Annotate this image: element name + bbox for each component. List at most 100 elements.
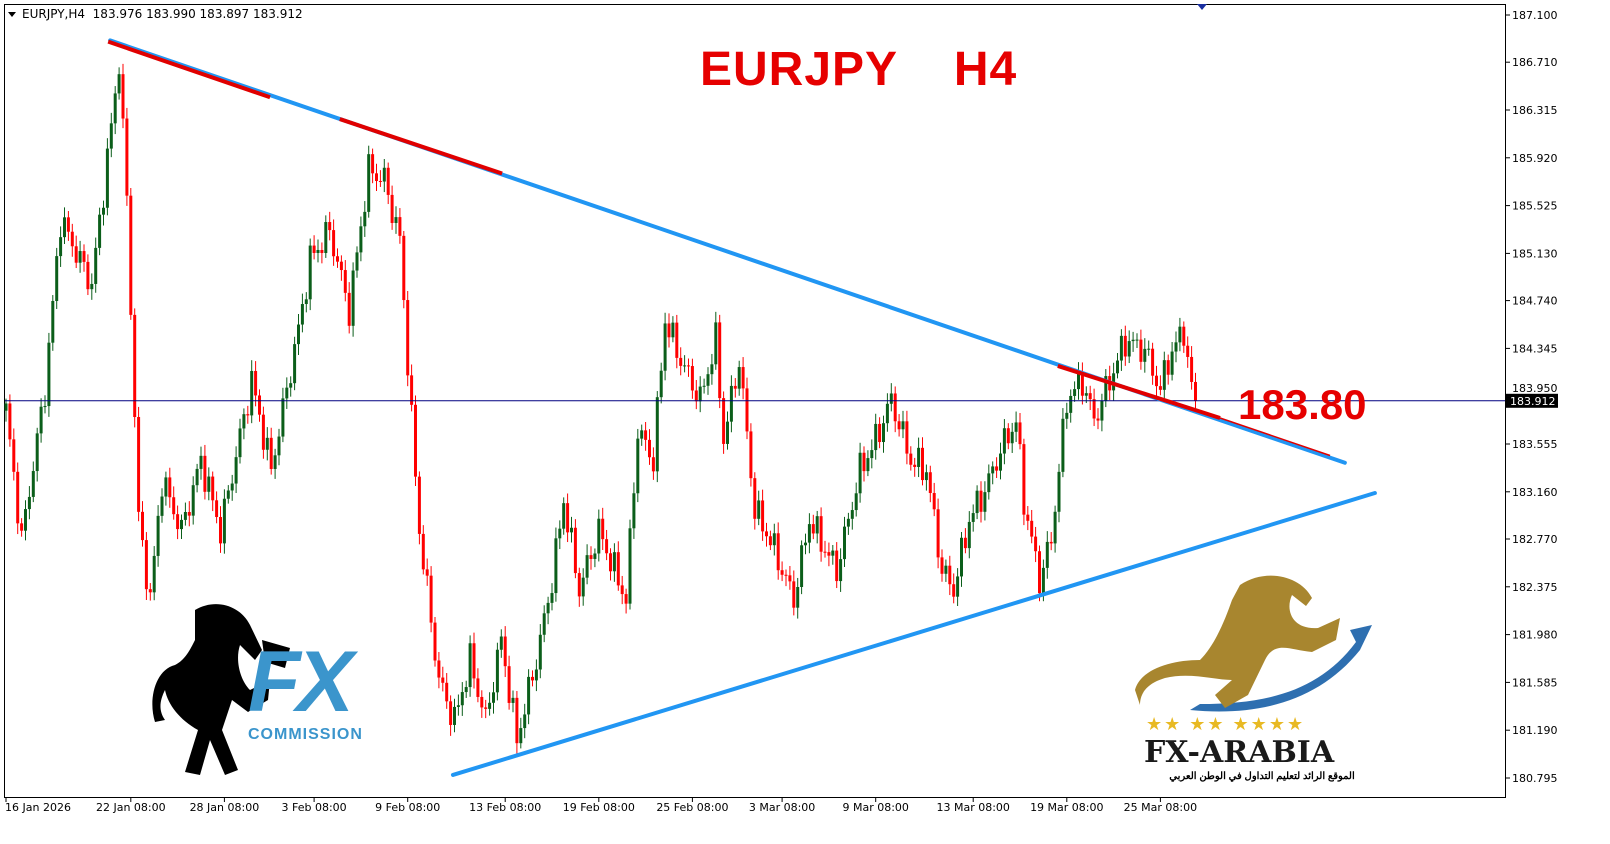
- candle-bull: [710, 364, 714, 375]
- candle-bear: [651, 457, 655, 472]
- candle-bear: [347, 292, 351, 326]
- candle-bull: [889, 393, 893, 404]
- candle-bear: [133, 314, 137, 418]
- candle-bull: [293, 344, 297, 384]
- candle-bear: [246, 414, 250, 416]
- candle-bull: [1131, 339, 1135, 342]
- candle-bull: [289, 383, 293, 388]
- candle-bear: [20, 523, 24, 531]
- candle-bull: [729, 385, 733, 422]
- candle-bear: [749, 431, 753, 479]
- candle-bear: [515, 697, 519, 744]
- candle-bear: [722, 398, 726, 444]
- candle-bull: [523, 714, 527, 729]
- y-tick-label: 183.160: [1512, 486, 1558, 499]
- candle-bear: [644, 430, 648, 440]
- candle-bear: [1092, 399, 1096, 419]
- candle-bull: [1147, 348, 1151, 350]
- candle-bull: [527, 676, 531, 715]
- candle-bear: [909, 453, 913, 465]
- candle-bear: [1158, 386, 1162, 390]
- candle-bull: [1073, 389, 1077, 396]
- candle-bull: [51, 300, 55, 343]
- candle-bull: [160, 496, 164, 516]
- candle-bull: [870, 450, 874, 459]
- candle-bull: [874, 423, 878, 451]
- time-axis[interactable]: 16 Jan 2026 22 Jan 08:00 28 Jan 08:00 3 Feb…: [5, 797, 1197, 814]
- candle-bull: [570, 527, 573, 533]
- candle-bear: [219, 517, 222, 544]
- x-tick-label: 25 Feb 08:00: [656, 801, 728, 814]
- chart-header: EURJPY,H4 183.976 183.990 183.897 183.91…: [8, 7, 303, 21]
- candle-bear: [577, 573, 581, 597]
- candle-bear: [402, 235, 406, 301]
- y-tick-label: 181.980: [1512, 629, 1558, 642]
- x-tick-label: 9 Feb 08:00: [375, 801, 440, 814]
- candle-bull: [671, 322, 675, 338]
- x-tick-label: 22 Jan 08:00: [96, 801, 166, 814]
- candle-bull: [991, 466, 995, 474]
- candle-bear: [472, 643, 476, 679]
- candle-bull: [460, 692, 464, 706]
- x-tick-label: 3 Mar 08:00: [749, 801, 815, 814]
- trendlines-group: [107, 38, 1377, 777]
- candle-bull: [300, 304, 304, 325]
- candle-bear: [776, 533, 780, 571]
- candle-bear: [1151, 348, 1155, 376]
- dropdown-triangle-icon[interactable]: [8, 12, 16, 17]
- candle-bull: [367, 154, 371, 212]
- y-tick-label: 185.525: [1512, 200, 1558, 213]
- candle-bear: [827, 552, 831, 556]
- candle-bear: [121, 74, 125, 119]
- candle-bull: [854, 493, 858, 511]
- candle-bear: [168, 477, 172, 498]
- candle-bull: [394, 217, 398, 223]
- candle-bear: [675, 322, 679, 358]
- price-axis[interactable]: 187.100 186.710 186.315 185.920 185.525 185.1…: [1505, 9, 1558, 785]
- candle-bull: [488, 702, 492, 709]
- candle-bear: [386, 167, 390, 195]
- candle-bear: [410, 375, 414, 405]
- candle-bear: [1139, 339, 1143, 362]
- candle-bull: [796, 586, 800, 608]
- candle-bear: [441, 677, 445, 683]
- candle-bear: [952, 584, 956, 597]
- candle-bear: [1080, 372, 1084, 396]
- candle-bull: [636, 438, 640, 494]
- candle-bear: [261, 414, 265, 450]
- candle-bull: [538, 634, 542, 670]
- candle-bull: [156, 515, 160, 556]
- candle-bull: [1084, 393, 1088, 396]
- candle-bear: [507, 666, 511, 703]
- candle-bull: [831, 550, 835, 556]
- candle-bull: [757, 500, 761, 519]
- candle-bull: [234, 457, 238, 484]
- candle-bull: [183, 512, 187, 520]
- candle-bear: [176, 514, 180, 530]
- candle-bull: [581, 577, 585, 597]
- candle-bear: [336, 256, 339, 262]
- candle-bull: [102, 207, 105, 215]
- candle-bull: [324, 222, 328, 253]
- candle-bear: [690, 366, 694, 391]
- candle-bull: [542, 613, 546, 635]
- candle-bear: [745, 388, 749, 432]
- candle-bull: [632, 493, 636, 529]
- candle-bear: [823, 551, 827, 553]
- candle-bull: [714, 322, 718, 365]
- candle-bull: [593, 553, 597, 559]
- candle-bull: [1014, 422, 1018, 432]
- candle-bear: [437, 660, 441, 678]
- candle-bull: [663, 323, 667, 371]
- candle-bear: [948, 565, 952, 585]
- candle-bear: [503, 636, 507, 667]
- candle-bull: [316, 249, 320, 253]
- candle-bull: [495, 649, 499, 693]
- candle-bull: [917, 447, 921, 467]
- candle-bull: [882, 423, 885, 443]
- fx-arabia-stars: ★★ ★★ ★★★★: [1146, 714, 1306, 734]
- candle-bull: [846, 518, 850, 527]
- current-price-tag: [1506, 393, 1558, 408]
- candle-bear: [476, 678, 480, 697]
